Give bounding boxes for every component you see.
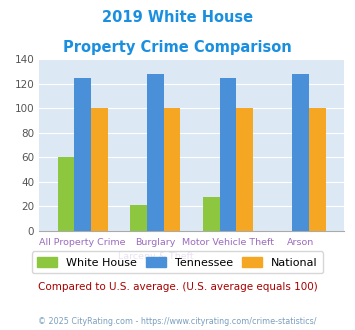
Bar — [309, 109, 326, 231]
Text: Arson: Arson — [287, 238, 315, 247]
Bar — [74, 78, 91, 231]
Text: Burglary: Burglary — [135, 238, 175, 247]
Bar — [236, 109, 253, 231]
Text: Motor Vehicle Theft: Motor Vehicle Theft — [182, 238, 274, 247]
Text: Property Crime Comparison: Property Crime Comparison — [63, 40, 292, 54]
Bar — [220, 78, 236, 231]
Text: 2019 White House: 2019 White House — [102, 10, 253, 25]
Bar — [130, 205, 147, 231]
Legend: White House, Tennessee, National: White House, Tennessee, National — [32, 251, 323, 273]
Bar — [91, 109, 108, 231]
Bar — [293, 74, 309, 231]
Bar — [203, 197, 220, 231]
Text: Compared to U.S. average. (U.S. average equals 100): Compared to U.S. average. (U.S. average … — [38, 282, 317, 292]
Bar — [147, 74, 164, 231]
Bar — [58, 157, 74, 231]
Text: Larceny & Theft: Larceny & Theft — [118, 251, 193, 261]
Text: All Property Crime: All Property Crime — [39, 238, 126, 247]
Bar — [164, 109, 180, 231]
Text: © 2025 CityRating.com - https://www.cityrating.com/crime-statistics/: © 2025 CityRating.com - https://www.city… — [38, 317, 317, 326]
